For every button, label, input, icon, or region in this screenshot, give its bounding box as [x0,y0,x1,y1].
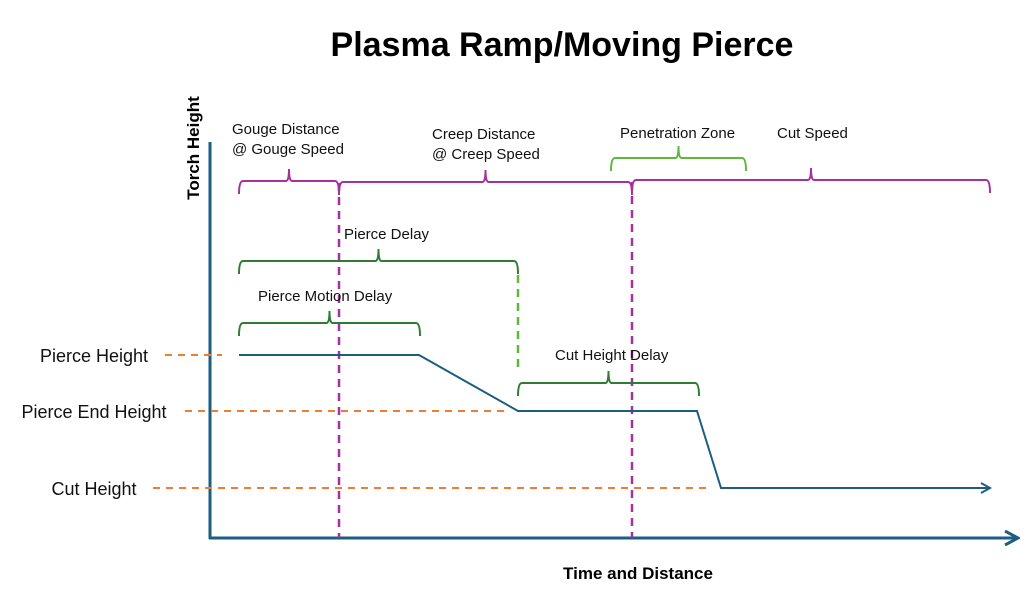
pierce-motion-delay-brace [238,310,421,337]
pierce-height-label: Pierce Height [40,346,148,366]
pierce-delay-label: Pierce Delay [344,226,430,243]
cut-height-delay-brace [517,370,700,397]
cut-height-label: Cut Height [51,479,136,499]
gouge-brace [238,168,340,195]
diagram-title: Plasma Ramp/Moving Pierce [331,26,794,64]
creep-label-line1: Creep Distance [432,126,535,143]
cut-speed-label: Cut Speed [777,125,848,142]
cut-height-delay-label: Cut Height Delay [555,347,669,364]
gouge-label-line1: Gouge Distance [232,121,340,138]
cut-speed-brace [631,167,991,194]
gouge-label-line2: @ Gouge Speed [232,141,344,158]
pierce-end-height-label: Pierce End Height [21,402,166,422]
penetration-zone-brace [610,145,747,172]
pierce-motion-delay-label: Pierce Motion Delay [258,288,393,305]
creep-label-line2: @ Creep Speed [432,146,540,163]
penetration-zone-label: Penetration Zone [620,125,735,142]
y-axis-label: Torch Height [184,96,203,200]
torch-height-profile [239,354,990,488]
creep-brace [338,169,633,196]
x-axis-label: Time and Distance [563,564,713,583]
pierce-delay-brace [238,248,519,275]
